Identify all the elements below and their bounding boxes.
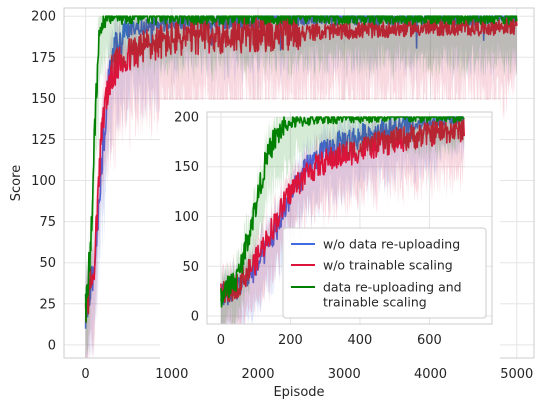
inset-series-group [220, 116, 465, 324]
inset-frame [206, 111, 493, 325]
main-y-tick-label: 0 [48, 338, 56, 353]
main-ticks: 0 1000 2000 3000 4000 50000255075100125150175… [31, 10, 533, 382]
legend-label: w/o data re-uploading [323, 237, 460, 252]
inset-y-tick-label: 150 [174, 160, 199, 175]
main-x-tick-label: 2000 [241, 367, 274, 382]
inset-band-2 [220, 117, 465, 324]
main-series-line-1 [84, 15, 518, 324]
inset-y-tick-label: 100 [174, 210, 199, 225]
main-y-tick-label: 200 [31, 10, 56, 25]
inset-ticks: 0 200 400 600 0 50 100 150 200 [174, 110, 442, 348]
inset-y-tick-label: 200 [174, 110, 199, 125]
main-y-tick-label: 125 [31, 133, 56, 148]
inset-x-tick-label: 600 [417, 333, 442, 348]
main-band-2 [85, 16, 517, 358]
x-axis-label: Episode [273, 385, 324, 400]
inset-y-tick-label: 50 [182, 260, 199, 275]
main-y-tick-label: 25 [39, 297, 56, 312]
inset-x-tick-label: 200 [278, 333, 303, 348]
main-y-tick-label: 150 [31, 92, 56, 107]
main-y-tick-label: 50 [39, 256, 56, 271]
inset-x-tick-label: 400 [348, 333, 373, 348]
main-x-tick-label: 3000 [328, 367, 361, 382]
legend-box [282, 227, 487, 319]
main-x-tick-label: 0 [81, 367, 89, 382]
main-y-tick-label: 175 [31, 51, 56, 66]
inset-x-tick-label: 0 [217, 333, 225, 348]
legend: w/o data re-uploading w/o trainable scali… [282, 227, 487, 319]
main-y-tick-label: 100 [31, 174, 56, 189]
inset-series-line-2 [220, 116, 465, 308]
inset-plot: 0 200 400 600 0 50 100 150 200 w/o data re-upload… [160, 100, 500, 362]
inset-series-line-1 [220, 116, 465, 303]
legend-label: w/o trainable scaling [323, 258, 453, 273]
inset-band-1 [220, 117, 465, 324]
main-x-tick-label: 1000 [155, 367, 188, 382]
main-x-tick-label: 5000 [500, 367, 533, 382]
y-axis-label: Score [9, 165, 24, 201]
main-series-line-2 [84, 15, 518, 323]
legend-label: data re-uploading and [323, 280, 462, 295]
inset-y-tick-label: 0 [191, 310, 199, 325]
main-x-tick-label: 4000 [414, 367, 447, 382]
main-y-tick-label: 75 [39, 215, 56, 230]
legend-label: trainable scaling [323, 295, 427, 310]
